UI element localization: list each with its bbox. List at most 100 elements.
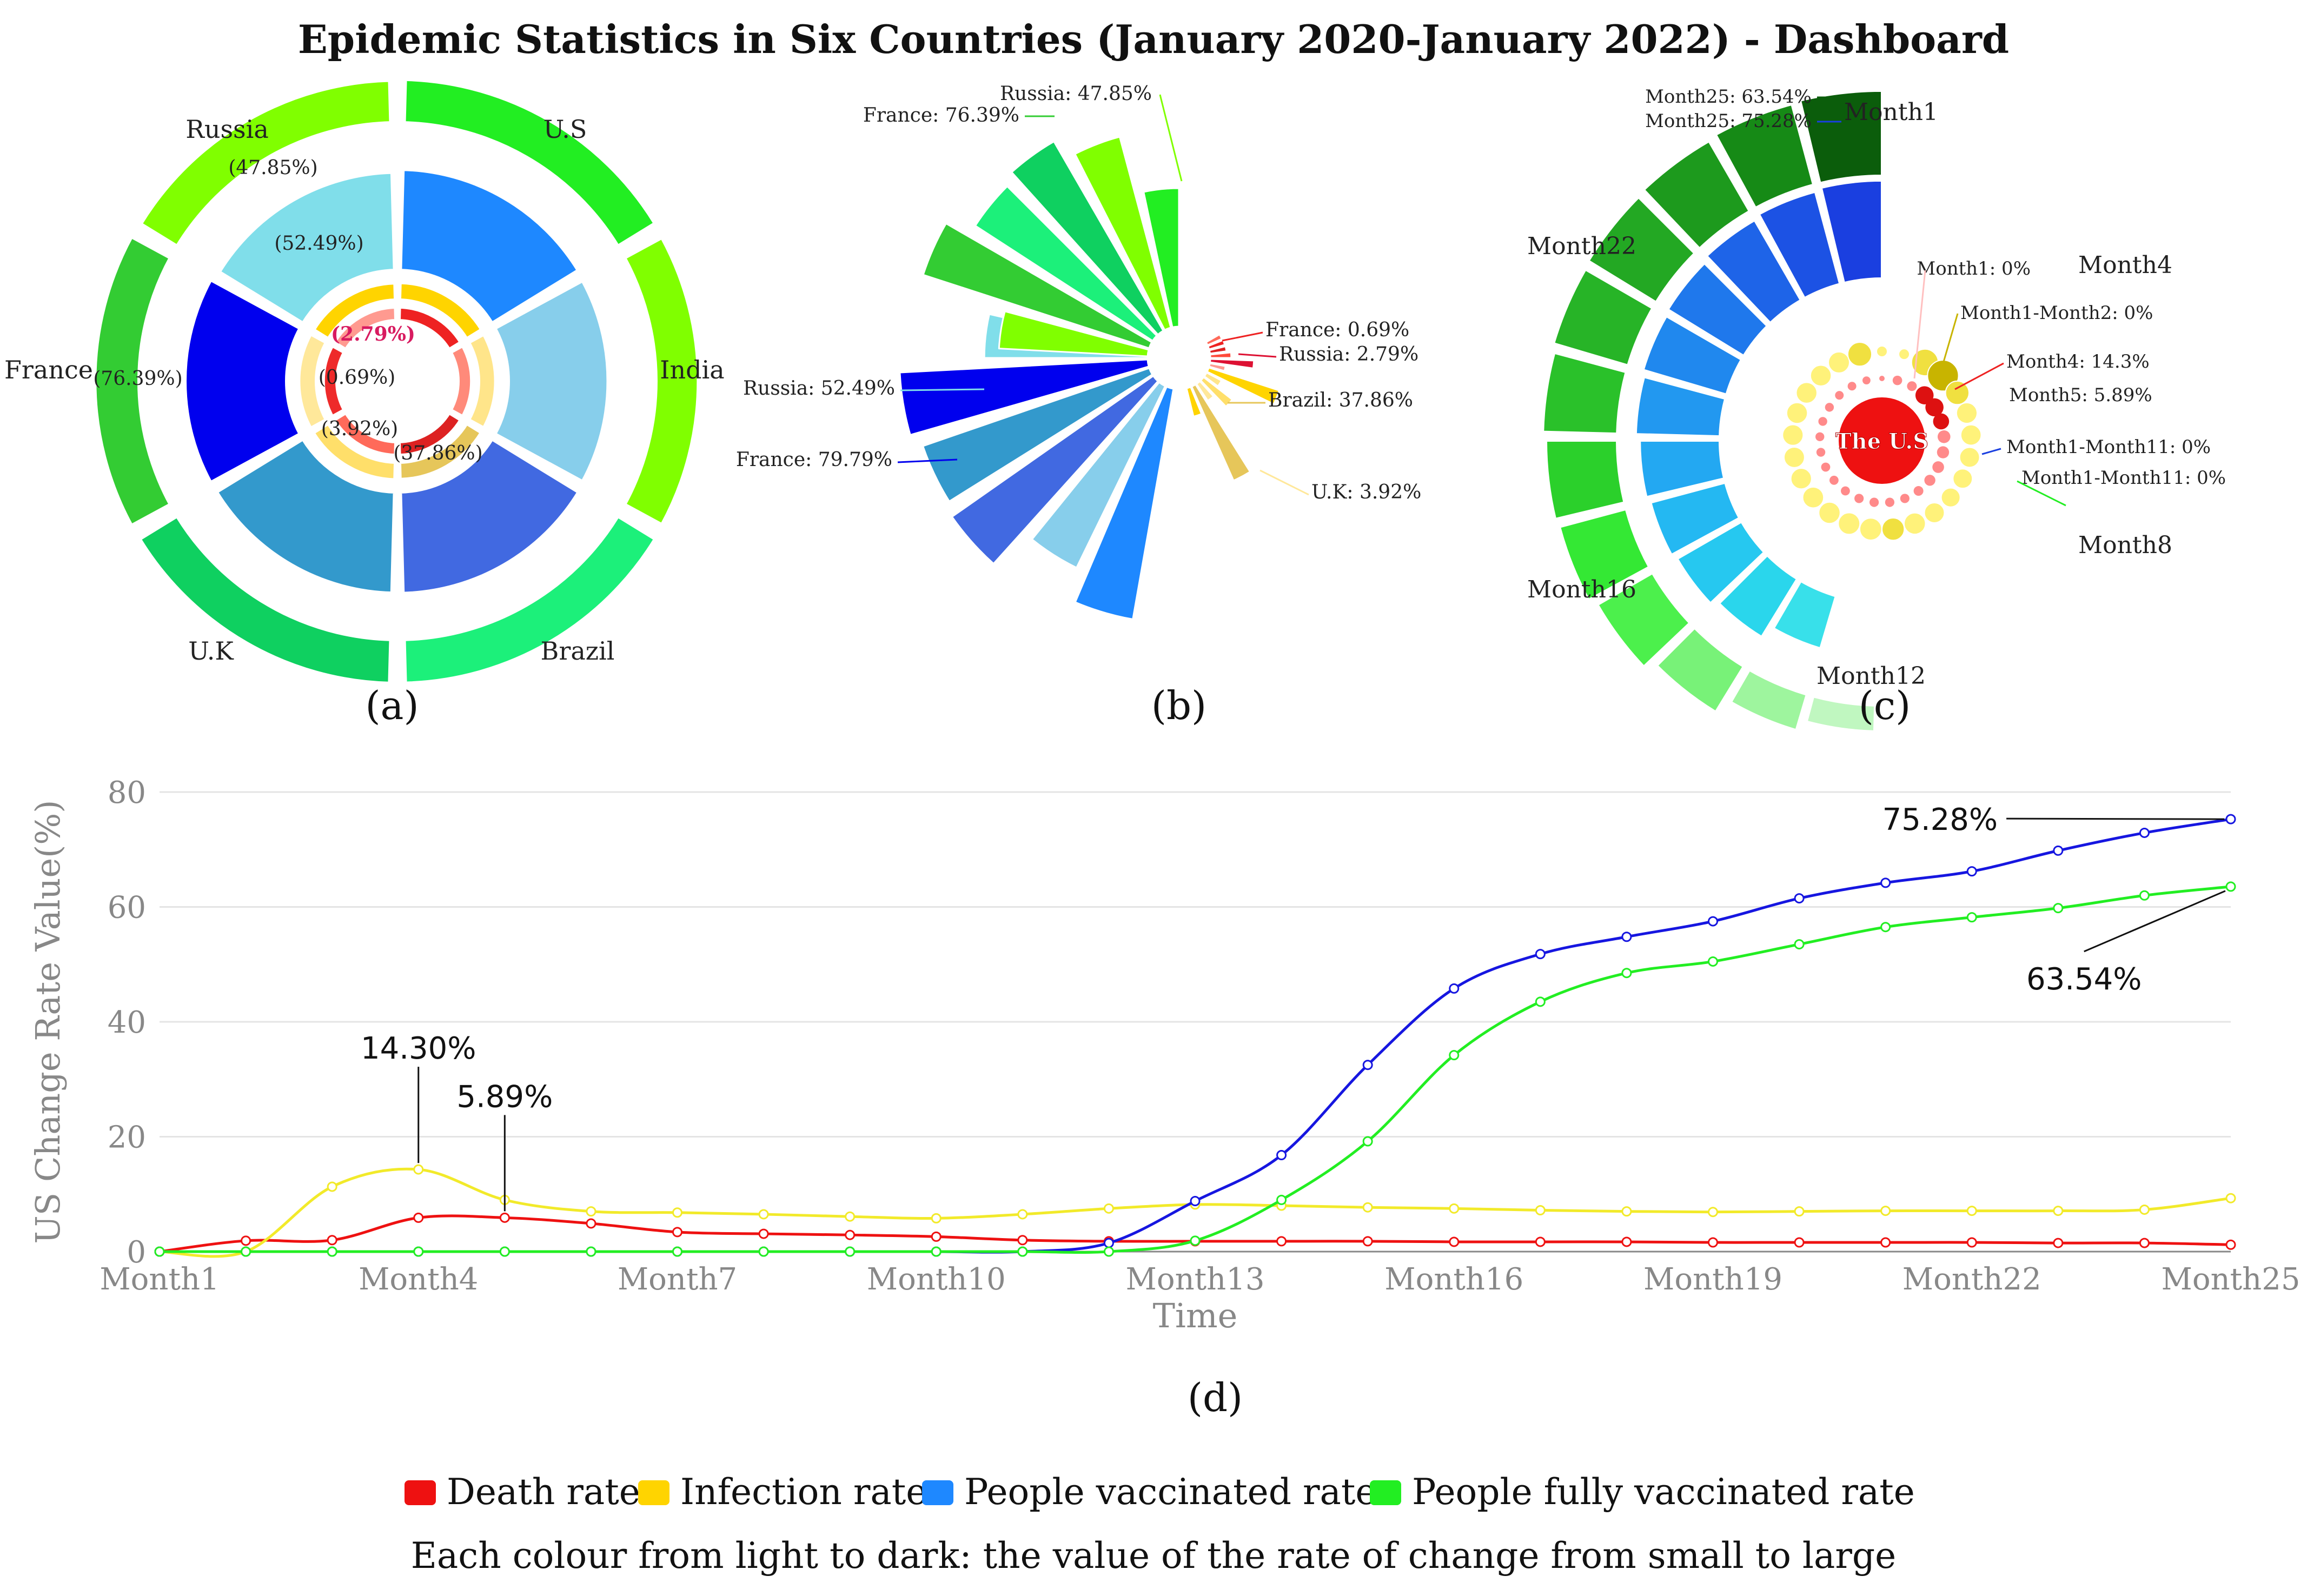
radial-fully-vaccinated-bar-0: [1799, 89, 1883, 184]
rose-annotation-3: Russia: 2.79%: [1279, 343, 1418, 365]
line-point-people-fully-vaccinated-rate-4: [413, 1246, 424, 1257]
line-point-people-vaccinated-rate-19: [1708, 916, 1718, 927]
radial-death-dot-10: [1913, 486, 1924, 496]
line-point-people-vaccinated-rate-17: [1535, 949, 1546, 960]
line-ytick-label-0: 0: [127, 1235, 146, 1270]
donut-value-label-6: (37.86%): [393, 442, 482, 464]
radial-month-label-month16: Month16: [1527, 576, 1636, 603]
rose-bar-people-vaccinated-rate-4: [899, 358, 1150, 436]
radial-death-dot-12: [1885, 497, 1895, 507]
rose-bar-death-rate-1: [1207, 339, 1226, 350]
radial-infection-dot-21: [1795, 382, 1818, 404]
line-xtick-label-month19: Month19: [1643, 1262, 1782, 1297]
line-point-people-fully-vaccinated-rate-23: [2053, 903, 2064, 914]
donut-country-label-russia: Russia: [185, 115, 269, 144]
radial-fully-vaccinated-bar-7: [1558, 508, 1651, 602]
line-ytick-label-60: 60: [108, 890, 146, 926]
radial-death-dot-6: [1937, 430, 1951, 443]
legend-swatch-people-fully-vaccinated-rate: [1370, 1480, 1401, 1505]
rose-bar-people-fully-vaccinated-rate-5: [998, 310, 1150, 357]
line-ytick-label-80: 80: [108, 775, 146, 810]
radial-vaccinated-bar-9: [1718, 554, 1799, 639]
radial-death-dot-8: [1932, 461, 1944, 473]
rose-bar-infection-rate-5: [1185, 386, 1203, 417]
donut-segment-people-vaccinated-rate-u-k: [214, 436, 396, 595]
radial-fully-vaccinated-bar-8: [1596, 571, 1692, 668]
line-point-people-vaccinated-rate-14: [1276, 1150, 1287, 1160]
line-point-people-fully-vaccinated-rate-15: [1362, 1136, 1373, 1147]
panel-label-d: (d): [1188, 1375, 1243, 1420]
radial-leader-line-2: [1913, 270, 1926, 379]
line-point-death-rate-6: [586, 1218, 596, 1229]
radial-vaccinated-bar-1: [1757, 190, 1841, 300]
rose-leader-line-6: [900, 388, 985, 391]
radial-death-dot-9: [1924, 475, 1935, 486]
donut-country-label-france: France: [4, 355, 93, 384]
radial-fully-vaccinated-bar-4: [1552, 268, 1654, 367]
line-point-death-rate-22: [1966, 1237, 1977, 1248]
legend: Death rate Infection rate People vaccina…: [405, 1471, 1915, 1577]
donut-segment-infection-rate-brazil: [397, 421, 484, 481]
line-annotation-0: 14.30%: [361, 1031, 476, 1066]
donut-value-label-5: (3.92%): [321, 418, 398, 440]
line-point-death-rate-24: [2139, 1238, 2150, 1248]
donut-segment-death-rate-france: [321, 343, 347, 419]
radial-annotation-1: Month25: 75.28%: [1645, 110, 1812, 132]
radial-month-label-month8: Month8: [2078, 531, 2172, 559]
line-ylabel: US Change Rate Value(%): [28, 800, 68, 1244]
donut-country-label-india: India: [660, 355, 724, 384]
radial-infection-dot-9: [1940, 487, 1961, 508]
rose-bar-people-fully-vaccinated-rate-2: [1011, 141, 1164, 336]
donut-segment-infection-rate-russia: [311, 281, 397, 341]
line-point-people-vaccinated-rate-12: [1103, 1238, 1114, 1248]
radial-infection-dot-8: [1952, 468, 1973, 489]
rose-annotation-2: France: 0.69%: [1265, 319, 1409, 341]
line-point-people-fully-vaccinated-rate-6: [586, 1246, 596, 1257]
panel-label-a: (a): [365, 683, 419, 728]
line-point-death-rate-3: [327, 1235, 337, 1246]
donut-segment-death-rate-india: [448, 343, 474, 419]
donut-segment-infection-rate-india: [466, 332, 498, 430]
donut-segment-people-vaccinated-rate-brazil: [399, 436, 581, 595]
line-point-people-vaccinated-rate-22: [1966, 866, 1977, 877]
rose-leader-line-0: [1159, 94, 1183, 182]
rose-annotation-6: Russia: 52.49%: [743, 377, 895, 400]
chart-d-line: 0 20 40 60 80 Month1 Month4 Month7 Month10 Month1…: [28, 775, 2300, 1335]
line-ytick-label-20: 20: [108, 1120, 146, 1155]
line-point-infection-rate-3: [327, 1181, 337, 1192]
line-point-infection-rate-22: [1966, 1206, 1977, 1216]
line-point-infection-rate-15: [1362, 1202, 1373, 1213]
radial-fully-vaccinated-bar-2: [1642, 139, 1751, 250]
radial-leader-line-4: [1954, 362, 2004, 390]
donut-country-label-u-s: U.S: [543, 115, 587, 144]
radial-infection-dot-10: [1924, 502, 1945, 523]
radial-leader-line-6: [2017, 480, 2066, 507]
radial-death-dot-3: [1915, 386, 1934, 404]
rose-leader-line-2: [1222, 331, 1263, 342]
rose-bar-people-fully-vaccinated-rate-1: [1074, 136, 1172, 331]
line-point-death-rate-19: [1708, 1237, 1718, 1248]
radial-infection-dot-12: [1881, 517, 1905, 541]
line-point-infection-rate-17: [1535, 1205, 1546, 1215]
radial-vaccinated-bar-5: [1634, 375, 1727, 438]
donut-segment-infection-rate-u-s: [397, 281, 484, 341]
line-point-infection-rate-11: [1017, 1209, 1028, 1220]
line-point-infection-rate-19: [1708, 1207, 1718, 1218]
line-point-death-rate-10: [931, 1231, 942, 1242]
line-point-death-rate-11: [1017, 1235, 1028, 1246]
rose-bar-people-fully-vaccinated-rate-0: [1143, 187, 1180, 328]
legend-label-people-fully-vaccinated-rate: People fully vaccinated rate: [1412, 1471, 1915, 1513]
donut-segment-people-vaccinated-rate-india: [493, 278, 610, 484]
rose-bar-people-fully-vaccinated-rate-4: [922, 222, 1153, 349]
radial-death-dot-5: [1933, 413, 1950, 430]
line-point-death-rate-20: [1794, 1237, 1805, 1248]
line-point-people-fully-vaccinated-rate-2: [241, 1246, 251, 1257]
radial-fully-vaccinated-bar-5: [1542, 351, 1628, 435]
line-point-death-rate-23: [2053, 1238, 2064, 1248]
legend-label-infection-rate: Infection rate: [680, 1471, 927, 1513]
radial-death-dot-7: [1937, 446, 1950, 458]
radial-death-dot-0: [1879, 376, 1885, 381]
panel-label-b: (b): [1151, 683, 1206, 728]
line-point-people-fully-vaccinated-rate-21: [1880, 922, 1891, 933]
legend-swatch-infection-rate: [638, 1480, 669, 1505]
